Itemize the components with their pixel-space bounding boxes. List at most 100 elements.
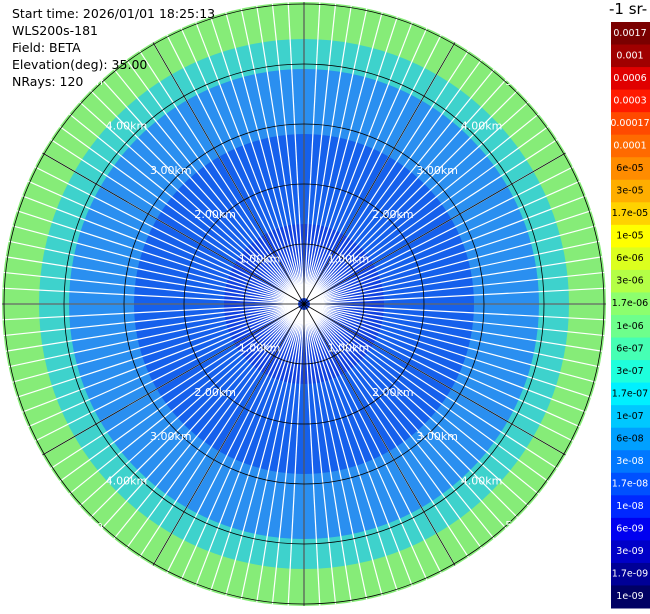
header: Start time: 2026/01/01 18:25:13 WLS200s-1…: [12, 6, 215, 89]
ring-label: 4.00km: [461, 119, 503, 132]
ray: [271, 3, 304, 299]
ray: [5, 256, 299, 304]
ray: [309, 195, 587, 303]
ray: [180, 27, 303, 299]
ray: [90, 90, 301, 301]
ray: [307, 307, 518, 518]
colorbar-label: 6e-05: [616, 163, 643, 174]
ray: [303, 2, 321, 299]
ray: [3, 304, 299, 337]
ray: [126, 308, 301, 549]
ray: [309, 225, 596, 304]
ray: [308, 126, 549, 301]
ray: [287, 2, 305, 299]
header-line: Elevation(deg): 35.00: [12, 57, 147, 72]
ray: [309, 210, 592, 303]
ray: [307, 308, 495, 540]
ring-label: 4.00km: [106, 475, 148, 488]
colorbar-swatch: [611, 202, 650, 226]
colorbar-label: 3e-06: [616, 276, 643, 287]
colorbar-label: 1.7e-07: [612, 388, 648, 399]
ray: [306, 309, 442, 574]
colorbar-label: 6e-07: [616, 343, 643, 354]
ray: [307, 308, 482, 549]
ray: [309, 303, 606, 321]
ray: [308, 101, 529, 301]
colorbar-swatch: [611, 315, 650, 339]
ring-label: 2.00km: [372, 386, 414, 399]
ray: [304, 309, 337, 605]
colorbar-label: 1.7e-08: [612, 479, 648, 490]
colorbar-swatch: [611, 585, 650, 609]
colorbar-label: 6e-06: [616, 253, 643, 264]
ring-labels: 1.00km 1.00km 1.00km 1.00km 2.00km 2.00km 2.00…: [61, 75, 547, 532]
colorbar-label: 0.0001: [613, 140, 646, 151]
ring-label: 5.00km: [61, 519, 103, 532]
ray: [309, 166, 574, 302]
ray: [307, 59, 482, 300]
ray: [59, 307, 300, 482]
ray: [5, 304, 299, 352]
ray: [305, 309, 413, 587]
colorbar-swatch: [611, 427, 650, 451]
colorbar-swatch: [611, 450, 650, 474]
colorbar-label: 6e-08: [616, 433, 643, 444]
ray: [309, 305, 587, 413]
ray: [287, 309, 305, 606]
colorbar-label: 0.001: [616, 50, 643, 61]
spoke: [42, 303, 305, 456]
spoke: [303, 303, 566, 456]
ring-label: 2.00km: [194, 386, 236, 399]
ray: [21, 305, 299, 413]
colorbar-swatch: [611, 562, 650, 586]
ray: [166, 309, 302, 574]
colorbar-label: 3e-08: [616, 456, 643, 467]
ray: [195, 21, 303, 299]
ring-label: 5.00km: [61, 75, 103, 88]
colorbar-swatch: [611, 112, 650, 136]
ray: [210, 309, 303, 592]
ray: [309, 304, 603, 352]
ray: [305, 16, 398, 299]
ray: [166, 34, 302, 299]
ray: [309, 304, 596, 383]
ring-label: 2.00km: [194, 208, 236, 221]
ray: [308, 307, 540, 495]
ring-label: 3.00km: [150, 430, 192, 443]
ray: [307, 68, 495, 300]
ray: [308, 307, 549, 482]
spoke: [303, 303, 456, 566]
colorbar-swatch: [611, 495, 650, 519]
ray: [8, 304, 299, 368]
ring-label: 3.00km: [416, 164, 458, 177]
colorbar-label: 1.7e-09: [612, 569, 648, 580]
colorbar-label: 1.7e-06: [612, 298, 648, 309]
ray: [225, 12, 304, 299]
ray: [305, 309, 398, 592]
colorbar-label: 0.0006: [613, 73, 646, 84]
ray: [309, 287, 606, 305]
ray: [16, 305, 299, 398]
colorbar-swatch: [611, 405, 650, 429]
colorbar-label: 3e-05: [616, 186, 643, 197]
ray: [12, 225, 299, 304]
ring-label: 3.00km: [150, 164, 192, 177]
ray: [304, 12, 383, 299]
ray: [16, 210, 299, 303]
ray: [240, 8, 304, 299]
ray: [305, 27, 428, 299]
colorbar-swatch: [611, 292, 650, 316]
ray: [306, 308, 469, 558]
ray: [304, 5, 352, 299]
ring-label: 2.00km: [372, 208, 414, 221]
spoke: [152, 42, 305, 305]
ray: [308, 139, 558, 302]
header-line: NRays: 120: [12, 74, 83, 89]
ray: [308, 307, 529, 507]
colorbar-swatch: [611, 337, 650, 361]
ray: [309, 271, 605, 304]
ray: [309, 180, 581, 303]
colorbar-swatch: [611, 134, 650, 158]
ray: [68, 307, 300, 495]
